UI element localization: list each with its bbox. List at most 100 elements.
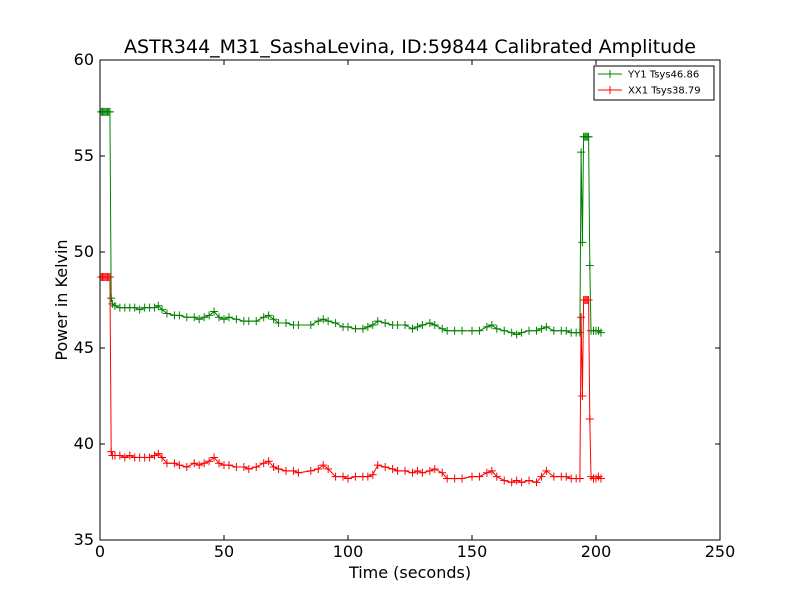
legend: YY1 Tsys46.86 XX1 Tsys38.79 <box>593 65 715 101</box>
data-point <box>363 322 372 331</box>
data-point <box>507 478 516 487</box>
data-point <box>294 320 303 329</box>
data-point <box>120 453 129 462</box>
data-point <box>107 447 116 456</box>
legend-marker <box>606 70 614 78</box>
data-point <box>145 453 154 462</box>
y-tick-label: 40 <box>74 434 94 453</box>
series-0 <box>97 107 605 339</box>
data-point <box>438 468 447 477</box>
data-point <box>105 107 114 116</box>
x-tick-label: 200 <box>581 542 612 561</box>
data-point <box>373 317 382 326</box>
series-layer <box>97 107 605 487</box>
data-point <box>269 315 278 324</box>
axes-layer: 0 50 100 150 200 250 35 40 45 50 55 60 <box>74 50 736 561</box>
data-point <box>162 459 171 468</box>
data-point <box>487 320 496 329</box>
data-point <box>363 472 372 481</box>
data-point <box>425 466 434 475</box>
x-tick-label: 50 <box>214 542 234 561</box>
data-point <box>252 463 261 472</box>
x-tick-label: 250 <box>705 542 736 561</box>
data-point <box>150 451 159 460</box>
data-point <box>274 319 283 328</box>
data-point <box>418 468 427 477</box>
y-tick-label: 35 <box>74 530 94 549</box>
data-point <box>182 463 191 472</box>
data-point <box>537 324 546 333</box>
data-point <box>584 132 593 141</box>
data-point <box>314 317 323 326</box>
data-point <box>500 476 509 485</box>
data-point <box>259 459 268 468</box>
data-point <box>244 464 253 473</box>
data-point <box>264 311 273 320</box>
data-point <box>475 472 484 481</box>
data-point <box>205 311 214 320</box>
data-point <box>294 468 303 477</box>
data-point <box>450 326 459 335</box>
data-point <box>306 466 315 475</box>
data-point <box>344 322 352 331</box>
data-point <box>190 459 199 468</box>
data-point <box>319 315 328 324</box>
data-point <box>344 474 352 483</box>
data-point <box>220 315 228 324</box>
data-point <box>195 461 204 470</box>
data-point <box>393 466 402 475</box>
data-point <box>525 326 534 335</box>
data-point <box>425 319 434 328</box>
y-tick-label: 45 <box>74 338 94 357</box>
data-point <box>170 459 179 468</box>
data-point <box>215 459 224 468</box>
data-point <box>224 313 233 322</box>
data-point <box>577 148 586 157</box>
data-point <box>562 326 571 335</box>
data-point <box>458 474 467 483</box>
data-point <box>158 453 166 462</box>
data-point <box>430 464 439 473</box>
data-point <box>289 466 298 475</box>
data-point <box>107 294 116 303</box>
data-point <box>324 317 333 326</box>
data-point <box>549 472 558 481</box>
data-point <box>482 322 491 331</box>
y-tick-label: 50 <box>74 242 94 261</box>
data-point <box>331 472 340 481</box>
data-point <box>507 328 516 337</box>
data-point <box>368 320 377 329</box>
data-point <box>393 320 402 329</box>
data-point <box>381 319 390 328</box>
data-point <box>532 326 541 335</box>
data-point <box>458 326 467 335</box>
data-point <box>575 328 584 337</box>
x-tick-label: 100 <box>333 542 364 561</box>
data-point <box>492 324 501 333</box>
data-point <box>578 238 587 247</box>
data-point <box>596 474 605 483</box>
data-point <box>244 317 253 326</box>
data-point <box>331 319 340 328</box>
data-point <box>154 301 163 310</box>
legend-marker <box>606 86 614 94</box>
y-axis-title: Power in Kelvin <box>52 239 71 360</box>
legend-label: XX1 Tsys38.79 <box>628 86 701 97</box>
data-point <box>264 457 273 466</box>
data-point <box>537 472 546 481</box>
data-point <box>135 305 144 314</box>
data-point <box>549 326 558 335</box>
data-point <box>408 468 417 477</box>
data-point <box>150 303 159 312</box>
data-point <box>210 307 219 316</box>
data-point <box>584 296 593 304</box>
data-point <box>175 311 184 320</box>
data-point <box>542 466 551 475</box>
data-point <box>562 472 571 481</box>
y-tick-label: 55 <box>74 146 94 165</box>
data-point <box>585 415 594 424</box>
data-point <box>351 324 360 333</box>
data-point <box>158 305 166 314</box>
data-point <box>368 470 377 479</box>
